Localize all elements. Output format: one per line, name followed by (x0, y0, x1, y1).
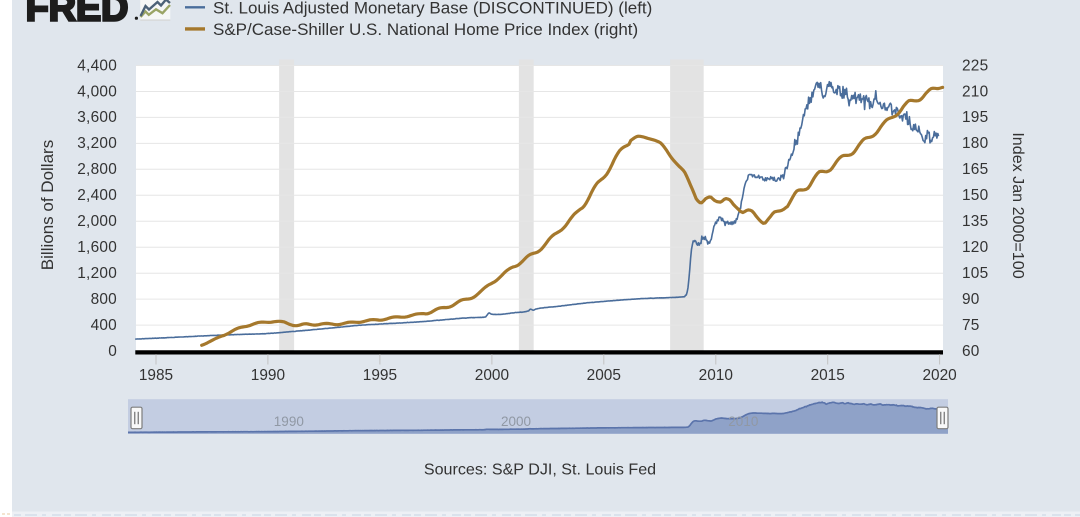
svg-text:0: 0 (108, 343, 117, 360)
svg-text:120: 120 (962, 239, 988, 256)
svg-text:2,800: 2,800 (77, 161, 117, 178)
svg-text:150: 150 (962, 187, 988, 204)
svg-text:180: 180 (962, 135, 988, 152)
svg-text:60: 60 (962, 343, 980, 360)
svg-text:Billions of Dollars: Billions of Dollars (38, 140, 57, 270)
svg-text:3,600: 3,600 (77, 109, 117, 126)
svg-text:800: 800 (91, 291, 117, 308)
svg-text:2,000: 2,000 (77, 213, 117, 230)
svg-text:1985: 1985 (139, 367, 173, 384)
svg-text:2,400: 2,400 (77, 187, 117, 204)
svg-text:Sources: S&P DJI, St. Louis Fe: Sources: S&P DJI, St. Louis Fed (424, 461, 656, 479)
svg-text:FRED: FRED (26, 0, 129, 30)
svg-text:105: 105 (962, 265, 988, 282)
svg-text:2000: 2000 (475, 367, 509, 384)
svg-text:165: 165 (962, 161, 988, 178)
svg-text:1995: 1995 (363, 367, 397, 384)
svg-text:195: 195 (962, 109, 988, 126)
svg-text:4,400: 4,400 (77, 57, 117, 74)
svg-text:400: 400 (91, 317, 117, 334)
svg-text:2020: 2020 (922, 367, 956, 384)
svg-text:Index Jan 2000=100: Index Jan 2000=100 (1009, 132, 1027, 278)
svg-text:4,000: 4,000 (77, 83, 117, 100)
svg-text:3,200: 3,200 (77, 135, 117, 152)
svg-text:1990: 1990 (274, 414, 304, 429)
svg-text:S&P/Case-Shiller U.S. National: S&P/Case-Shiller U.S. National Home Pric… (213, 20, 638, 39)
svg-text:135: 135 (962, 213, 988, 230)
svg-text:2010: 2010 (728, 414, 758, 429)
svg-text:1990: 1990 (251, 367, 285, 384)
svg-text:2000: 2000 (501, 414, 531, 429)
svg-text:1,200: 1,200 (77, 265, 117, 282)
svg-text:St. Louis Adjusted Monetary Ba: St. Louis Adjusted Monetary Base (DISCON… (213, 0, 652, 17)
svg-text:1,600: 1,600 (77, 239, 117, 256)
svg-text:2005: 2005 (587, 367, 621, 384)
svg-text:210: 210 (962, 83, 988, 100)
svg-text:2015: 2015 (811, 367, 845, 384)
svg-text:90: 90 (962, 291, 980, 308)
svg-text:225: 225 (962, 57, 988, 74)
svg-text:2010: 2010 (699, 367, 733, 384)
svg-text:75: 75 (962, 317, 980, 334)
